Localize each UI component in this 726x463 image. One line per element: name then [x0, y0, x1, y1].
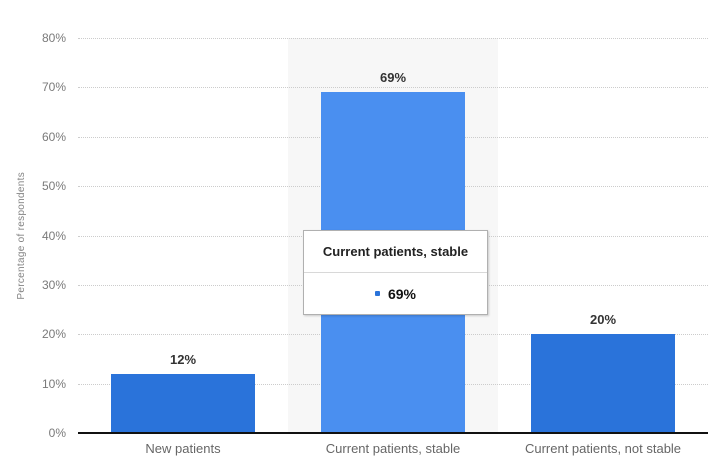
y-tick-label: 40%: [41, 228, 66, 243]
bar-value-label: 69%: [379, 70, 407, 86]
x-axis-label: Current patients, stable: [325, 441, 461, 456]
y-tick-label: 10%: [41, 376, 66, 391]
y-tick-label: 60%: [41, 129, 66, 144]
bar-value-label: 12%: [169, 351, 197, 367]
tooltip-value: 69%: [387, 285, 417, 302]
gridline: [78, 38, 708, 39]
y-tick-label: 20%: [41, 327, 66, 342]
bar-current-patients-not-stable[interactable]: [531, 334, 675, 433]
tooltip-value-row: 69%: [304, 273, 487, 314]
tooltip: Current patients, stable 69%: [303, 230, 488, 315]
x-axis-line: [78, 432, 708, 434]
y-tick-label: 30%: [41, 277, 66, 292]
tooltip-title: Current patients, stable: [304, 231, 487, 273]
x-axis-label: New patients: [145, 441, 221, 456]
gridline: [78, 87, 708, 89]
y-tick-label: 50%: [41, 179, 66, 194]
series-marker-icon: [374, 291, 380, 296]
x-axis-label: Current patients, not stable: [524, 441, 682, 456]
bar-new-patients[interactable]: [111, 373, 255, 433]
y-tick-label: 80%: [41, 31, 66, 45]
y-tick-label: 0%: [48, 426, 66, 440]
y-tick-label: 70%: [41, 80, 66, 95]
bar-value-label: 20%: [589, 312, 617, 328]
